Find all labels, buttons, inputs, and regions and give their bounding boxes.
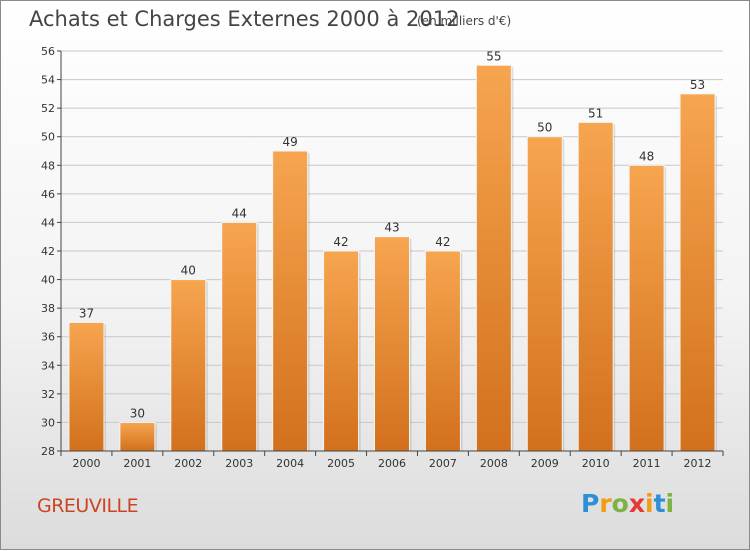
data-label: 50 [537, 121, 552, 135]
logo-letter: P [581, 489, 600, 518]
bar [526, 136, 563, 452]
bar [374, 236, 410, 452]
logo-letter: o [611, 489, 629, 518]
bar [577, 121, 614, 452]
y-tick-label: 36 [41, 331, 55, 344]
data-label: 40 [181, 264, 196, 278]
bar [424, 250, 461, 452]
y-tick-label: 52 [41, 102, 55, 115]
x-tick-label: 2008 [480, 457, 508, 470]
bar [475, 64, 512, 452]
logo-letter: i [645, 489, 654, 518]
bar [628, 164, 665, 452]
x-tick-label: 2002 [174, 457, 202, 470]
x-tick-label: 2012 [684, 457, 712, 470]
bar [221, 221, 258, 452]
data-label: 53 [690, 78, 705, 92]
proxiti-logo: Proxiti [581, 489, 674, 518]
bar [272, 150, 309, 452]
data-label: 49 [283, 135, 298, 149]
y-tick-label: 50 [41, 131, 55, 144]
data-label: 48 [639, 149, 654, 163]
logo-letter: i [665, 489, 675, 518]
bar [68, 321, 105, 452]
data-label: 42 [435, 235, 450, 249]
bar [119, 421, 156, 452]
y-tick-label: 34 [41, 359, 55, 372]
x-tick-label: 2004 [276, 457, 304, 470]
data-label: 44 [232, 206, 247, 220]
logo-letter: r [599, 489, 612, 518]
y-tick-label: 32 [41, 388, 55, 401]
x-tick-label: 2000 [72, 457, 100, 470]
bar [679, 93, 716, 452]
y-tick-label: 46 [41, 188, 55, 201]
chart-unit: (en milliers d'€) [417, 14, 512, 28]
x-tick-label: 2003 [225, 457, 253, 470]
x-tick-label: 2007 [429, 457, 457, 470]
y-tick-label: 54 [41, 74, 55, 87]
x-tick-label: 2005 [327, 457, 355, 470]
logo-letter: t [653, 489, 666, 518]
y-tick-label: 56 [41, 45, 55, 58]
y-tick-label: 40 [41, 274, 55, 287]
y-tick-label: 28 [41, 445, 55, 458]
commune-name: GREUVILLE [37, 495, 139, 517]
y-tick-label: 44 [41, 216, 55, 229]
x-tick-label: 2001 [123, 457, 151, 470]
y-tick-label: 48 [41, 159, 55, 172]
data-label: 43 [384, 221, 399, 235]
logo-letter: x [628, 489, 645, 518]
x-tick-label: 2009 [531, 457, 559, 470]
bar [323, 250, 360, 452]
bar [170, 279, 207, 452]
x-tick-label: 2011 [633, 457, 661, 470]
data-label: 37 [79, 306, 94, 320]
y-tick-label: 30 [41, 416, 55, 429]
data-label: 42 [333, 235, 348, 249]
y-tick-label: 38 [41, 302, 55, 315]
x-tick-label: 2006 [378, 457, 406, 470]
data-label: 51 [588, 106, 603, 120]
chart-title: Achats et Charges Externes 2000 à 2012 [29, 7, 460, 31]
data-label: 30 [130, 406, 145, 420]
data-label: 55 [486, 49, 501, 63]
x-tick-label: 2010 [582, 457, 610, 470]
y-tick-label: 42 [41, 245, 55, 258]
